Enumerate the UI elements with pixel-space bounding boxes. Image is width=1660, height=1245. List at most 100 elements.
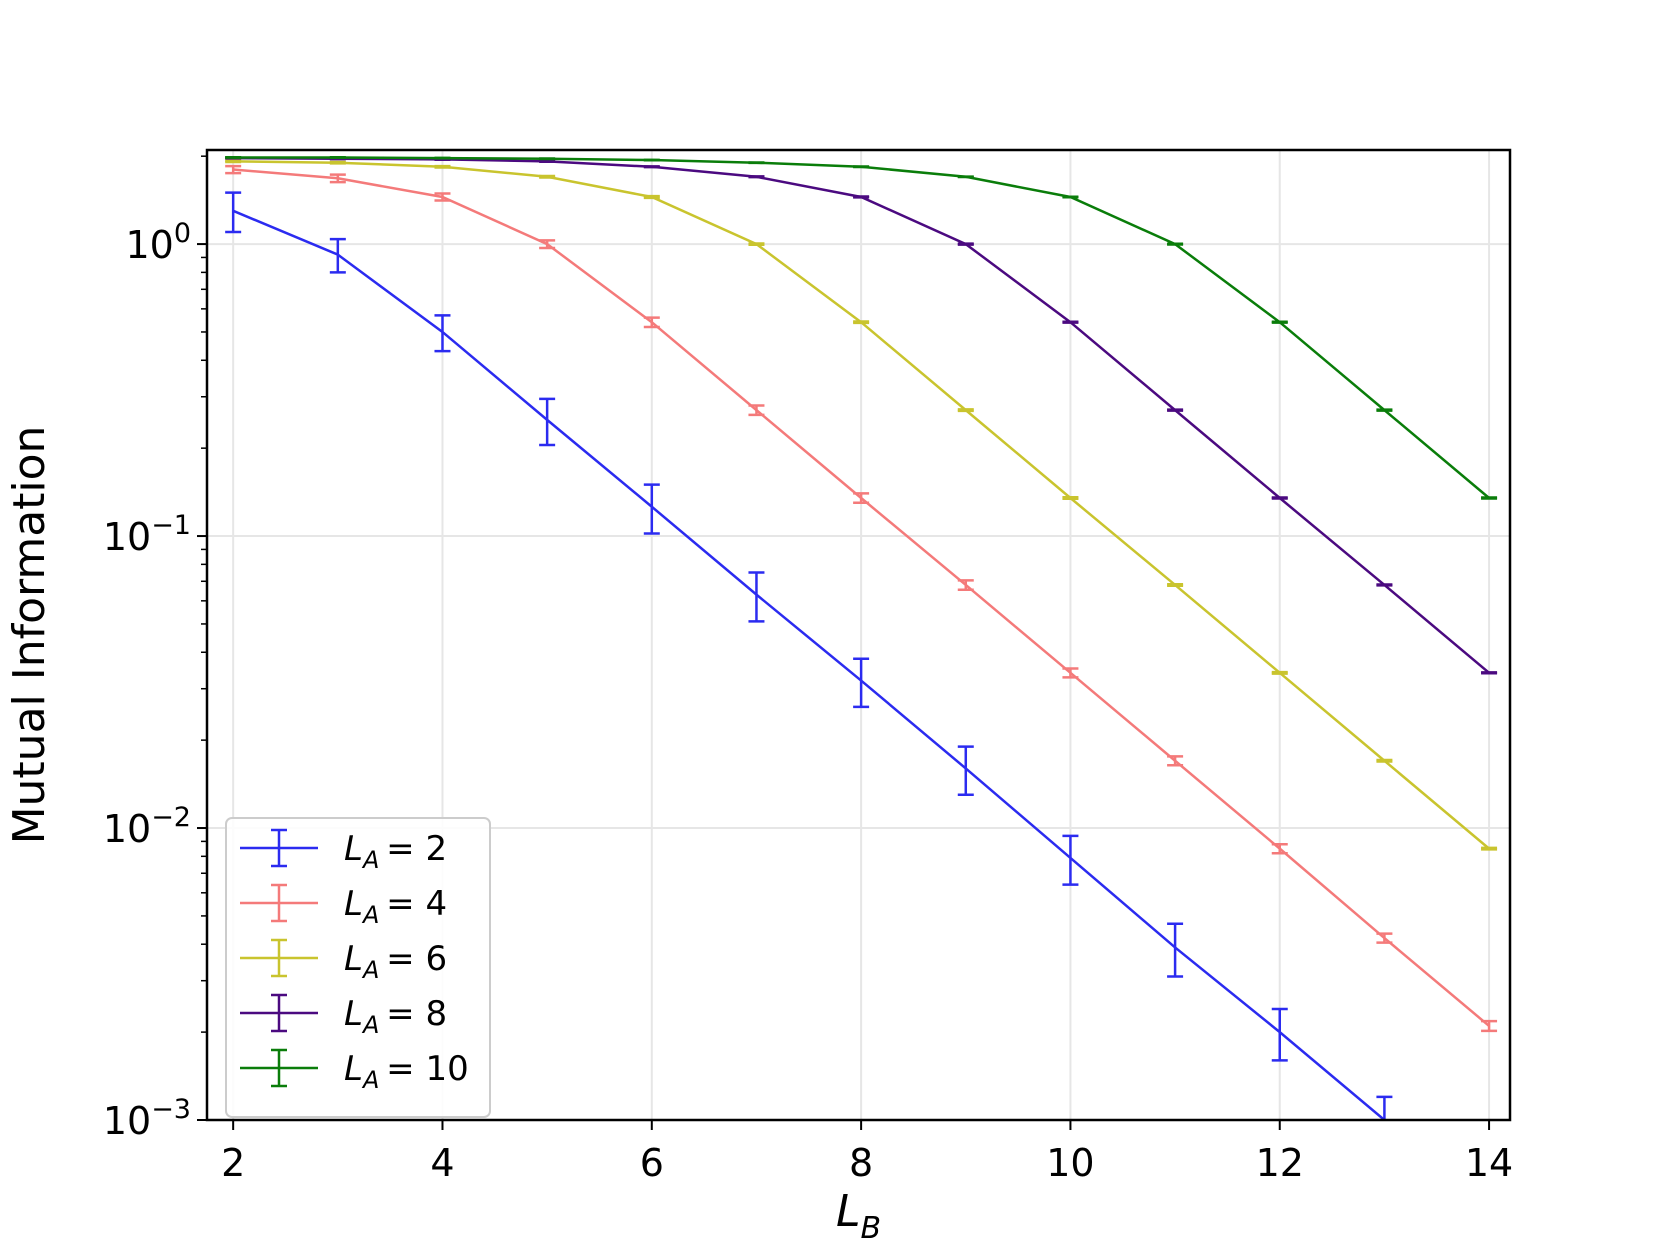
series-line — [232, 209, 1386, 1120]
error-bar — [957, 579, 974, 591]
legend-label-sub: A — [361, 1011, 379, 1039]
error-bar — [539, 159, 556, 163]
error-bar — [1376, 583, 1393, 587]
y-tick-exponent: −3 — [151, 1094, 191, 1125]
error-bar — [1167, 408, 1184, 412]
x-tick-label: 2 — [221, 1141, 245, 1185]
legend-label-var: L — [344, 1049, 363, 1089]
error-bar — [434, 192, 451, 202]
error-bar — [434, 314, 451, 353]
error-bar — [1376, 408, 1393, 412]
legend-item: LA = 4 — [240, 883, 447, 929]
error-bar — [539, 397, 556, 447]
legend-label-sub: A — [361, 846, 379, 874]
legend-label-sub: A — [361, 901, 379, 929]
error-bar — [748, 404, 765, 417]
legend: LA = 2LA = 4LA = 6LA = 8LA = 10 — [225, 817, 491, 1118]
legend-box — [225, 817, 491, 1118]
plot-area — [225, 156, 1498, 1120]
y-tick-base: 10 — [103, 515, 151, 559]
y-tick-exponent: 0 — [174, 218, 191, 249]
y-tick-label: 10−2 — [103, 802, 191, 851]
error-bar — [957, 745, 974, 797]
series-3 — [225, 159, 1498, 851]
y-tick-label: 10−1 — [103, 510, 191, 559]
error-bar — [853, 195, 870, 199]
x-tick-label: 12 — [1256, 1141, 1304, 1185]
x-tick-label: 4 — [430, 1141, 454, 1185]
x-tick-label: 10 — [1046, 1141, 1094, 1185]
legend-label: LA = 2 — [344, 829, 447, 874]
error-bar — [1481, 671, 1498, 675]
error-bar — [225, 159, 242, 164]
legend-label-value: = 8 — [379, 994, 447, 1034]
y-tick-base: 10 — [125, 223, 173, 267]
error-bar — [329, 173, 346, 184]
legend-label: LA = 6 — [344, 939, 447, 984]
legend-label: LA = 4 — [344, 884, 447, 929]
error-bar — [1271, 320, 1288, 324]
error-bar — [643, 165, 660, 169]
legend-label-var: L — [344, 829, 363, 869]
legend-label-value: = 6 — [379, 939, 447, 979]
error-bar — [1481, 1019, 1498, 1033]
legend-label-sub: A — [361, 1066, 379, 1094]
error-bar — [1271, 496, 1288, 500]
error-bar — [643, 194, 660, 200]
error-bar — [1062, 320, 1079, 324]
y-tick-label: 100 — [125, 218, 191, 267]
legend-item: LA = 2 — [240, 828, 447, 874]
error-bar — [1062, 495, 1079, 501]
legend-label: LA = 10 — [344, 1049, 469, 1094]
plot-series — [225, 156, 1498, 1120]
y-tick-exponent: −1 — [151, 510, 191, 541]
error-bar — [853, 320, 870, 325]
legend-label-value: = 10 — [379, 1049, 468, 1089]
error-bar — [1481, 846, 1498, 851]
legend-label-value: = 2 — [379, 829, 447, 869]
error-bar — [853, 657, 870, 709]
error-bar — [1167, 242, 1184, 246]
error-bar — [1062, 667, 1079, 679]
x-tick-label: 6 — [640, 1141, 664, 1185]
legend-label-sub: A — [361, 956, 379, 984]
error-bar — [643, 483, 660, 535]
y-tick-base: 10 — [103, 807, 151, 851]
error-bar — [539, 174, 556, 179]
error-bar — [225, 191, 242, 234]
y-tick-exponent: −2 — [151, 802, 191, 833]
legend-label: LA = 8 — [344, 994, 447, 1039]
error-bar — [957, 242, 974, 246]
y-tick-base: 10 — [103, 1099, 151, 1143]
error-bar — [225, 164, 242, 175]
x-axis-label-sub: B — [860, 1211, 881, 1245]
error-bar — [1167, 582, 1184, 587]
error-bar — [539, 239, 556, 250]
error-bar — [853, 492, 870, 505]
legend-item: LA = 10 — [240, 1048, 469, 1094]
error-bar — [1481, 496, 1498, 500]
error-bar — [329, 237, 346, 274]
legend-item: LA = 6 — [240, 938, 447, 984]
error-bar — [1271, 1007, 1288, 1062]
error-bar — [643, 316, 660, 329]
error-bar — [1376, 932, 1393, 944]
error-bar — [748, 571, 765, 623]
series-2 — [225, 164, 1498, 1033]
legend-label-var: L — [344, 939, 363, 979]
error-bar — [748, 175, 765, 179]
x-tick-label: 14 — [1465, 1141, 1513, 1185]
error-bar — [1167, 922, 1184, 978]
error-bar — [1062, 834, 1079, 886]
error-bar — [1271, 670, 1288, 675]
error-bar — [434, 164, 451, 169]
x-axis-label: LB — [836, 1186, 881, 1245]
error-bar — [1376, 758, 1393, 763]
error-bar — [1376, 1095, 1393, 1120]
legend-item: LA = 8 — [240, 993, 447, 1039]
x-tick-label: 8 — [849, 1141, 873, 1185]
error-bar — [329, 160, 346, 165]
y-tick-label: 10−3 — [103, 1094, 191, 1143]
